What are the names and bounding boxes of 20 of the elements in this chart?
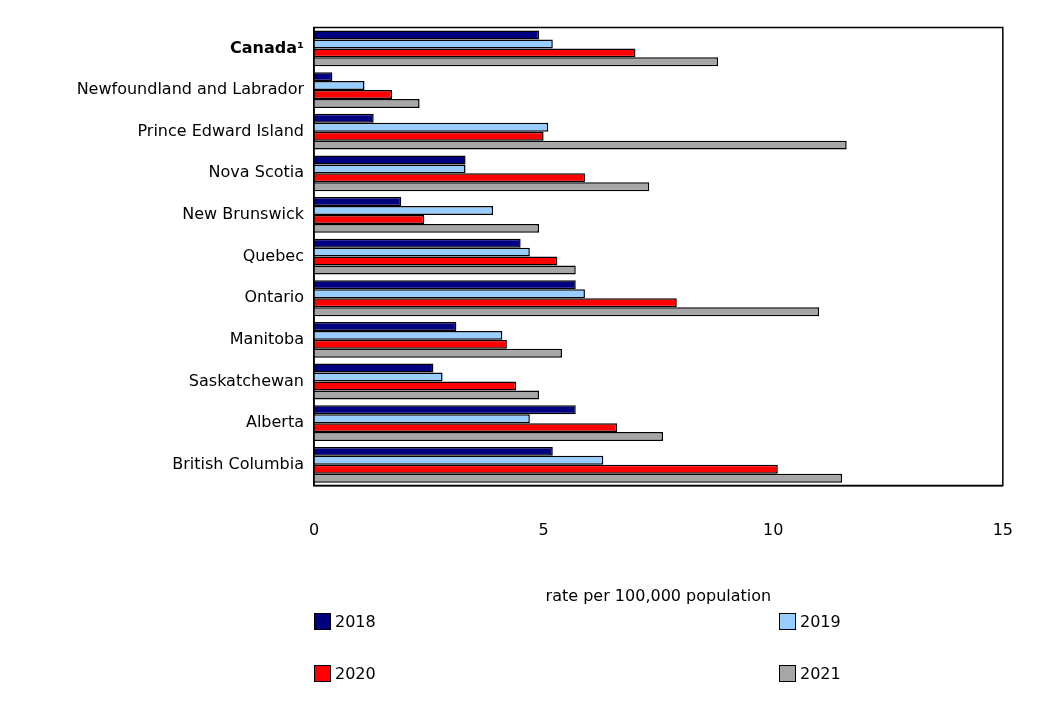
legend-label: 2020 xyxy=(335,663,376,683)
x-tick-label: 0 xyxy=(308,520,320,540)
legend-label: 2018 xyxy=(335,611,376,631)
y-tick-label: Nova Scotia xyxy=(208,162,304,182)
y-tick-label: Ontario xyxy=(244,287,304,307)
y-tick-label: Newfoundland and Labrador xyxy=(76,79,305,99)
legend-label: 2019 xyxy=(800,611,841,631)
x-tick-label: 5 xyxy=(538,520,549,540)
x-tick-label: 15 xyxy=(992,520,1013,540)
y-tick-label: Alberta xyxy=(245,412,304,432)
y-tick-label: British Columbia xyxy=(172,453,304,473)
y-tick-label: Canada¹ xyxy=(230,37,304,57)
legend-label: 2021 xyxy=(800,663,841,683)
y-tick-label: Saskatchewan xyxy=(188,370,304,390)
x-tick-label: 10 xyxy=(763,520,784,540)
y-tick-label: Quebec xyxy=(242,245,304,265)
x-axis-title: rate per 100,000 population xyxy=(545,585,772,605)
y-tick-label: Manitoba xyxy=(229,329,304,349)
y-tick-label: New Brunswick xyxy=(182,204,305,224)
y-tick-label: Prince Edward Island xyxy=(137,120,304,140)
